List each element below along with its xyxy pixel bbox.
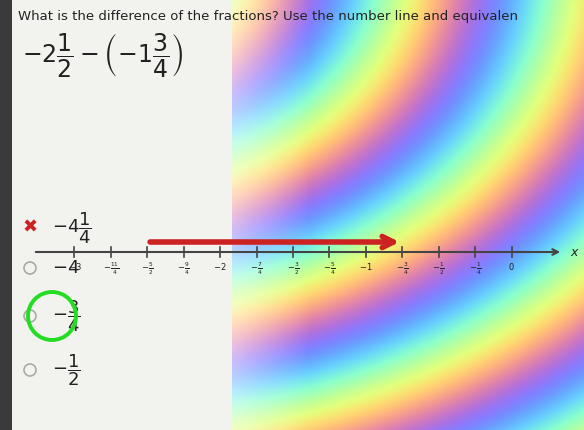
Bar — [12, 0, 232, 430]
Text: $-3$: $-3$ — [68, 261, 81, 272]
Text: $-\frac{3}{4}$: $-\frac{3}{4}$ — [396, 261, 409, 277]
Text: $-\frac{11}{4}$: $-\frac{11}{4}$ — [103, 261, 119, 277]
Text: $-\frac{5}{4}$: $-\frac{5}{4}$ — [323, 261, 336, 277]
Text: What is the difference of the fractions? Use the number line and equivalen: What is the difference of the fractions?… — [18, 10, 518, 23]
Text: $-4\dfrac{1}{4}$: $-4\dfrac{1}{4}$ — [52, 210, 92, 246]
Text: $-\frac{5}{2}$: $-\frac{5}{2}$ — [141, 261, 154, 277]
Text: $-\frac{1}{4}$: $-\frac{1}{4}$ — [469, 261, 482, 277]
Text: $x$: $x$ — [570, 246, 580, 258]
Text: ✖: ✖ — [22, 219, 37, 237]
Text: $-\frac{3}{2}$: $-\frac{3}{2}$ — [287, 261, 300, 277]
Text: $-1$: $-1$ — [359, 261, 373, 272]
Text: $-2\dfrac{1}{2}-\left(-1\dfrac{3}{4}\right)$: $-2\dfrac{1}{2}-\left(-1\dfrac{3}{4}\rig… — [22, 31, 183, 79]
Text: $-\dfrac{1}{2}$: $-\dfrac{1}{2}$ — [52, 352, 81, 388]
Text: $0$: $0$ — [508, 261, 515, 272]
Text: $-\frac{9}{4}$: $-\frac{9}{4}$ — [178, 261, 190, 277]
Text: $-2$: $-2$ — [213, 261, 227, 272]
Bar — [0, 0, 12, 430]
Text: $-\frac{7}{4}$: $-\frac{7}{4}$ — [250, 261, 263, 277]
Text: $-4$: $-4$ — [52, 259, 79, 277]
Text: $-\frac{1}{2}$: $-\frac{1}{2}$ — [432, 261, 445, 277]
Text: $-\dfrac{3}{4}$: $-\dfrac{3}{4}$ — [52, 298, 81, 334]
